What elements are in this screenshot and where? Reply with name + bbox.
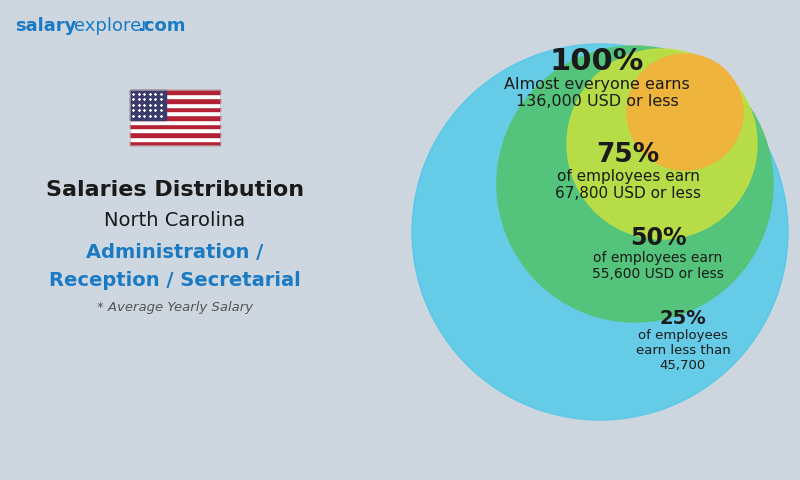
Text: 136,000 USD or less: 136,000 USD or less [516, 95, 678, 109]
Bar [130, 90, 220, 94]
Text: * Average Yearly Salary: * Average Yearly Salary [97, 301, 253, 314]
Text: Administration /: Administration / [86, 242, 264, 262]
Circle shape [627, 54, 743, 170]
Text: Almost everyone earns: Almost everyone earns [504, 76, 690, 92]
Text: explorer: explorer [74, 17, 149, 35]
Bar [130, 115, 220, 120]
Bar [130, 107, 220, 111]
Text: 55,600 USD or less: 55,600 USD or less [592, 267, 724, 281]
Text: 25%: 25% [660, 309, 706, 327]
Text: .com: .com [137, 17, 186, 35]
Text: of employees: of employees [638, 329, 728, 343]
Bar [130, 103, 220, 107]
FancyBboxPatch shape [0, 0, 360, 480]
Text: 50%: 50% [630, 226, 686, 250]
Text: 67,800 USD or less: 67,800 USD or less [555, 185, 701, 201]
Circle shape [412, 44, 788, 420]
Bar [130, 98, 220, 103]
Text: Salaries Distribution: Salaries Distribution [46, 180, 304, 200]
Bar [130, 90, 166, 120]
Circle shape [497, 46, 773, 322]
Text: earn less than: earn less than [636, 345, 730, 358]
Bar [130, 111, 220, 115]
Text: Reception / Secretarial: Reception / Secretarial [49, 271, 301, 289]
Bar [130, 132, 220, 136]
Circle shape [567, 49, 757, 239]
Text: 100%: 100% [550, 48, 644, 76]
Bar [130, 124, 220, 128]
Text: 45,700: 45,700 [660, 360, 706, 372]
Text: of employees earn: of employees earn [594, 251, 722, 265]
Bar [130, 94, 220, 98]
Bar [130, 90, 220, 145]
Bar [130, 141, 220, 145]
Text: North Carolina: North Carolina [105, 211, 246, 229]
Text: 75%: 75% [596, 142, 660, 168]
Text: of employees earn: of employees earn [557, 168, 699, 183]
Bar [130, 128, 220, 132]
Text: salary: salary [15, 17, 76, 35]
Bar [130, 120, 220, 124]
Bar [130, 136, 220, 141]
